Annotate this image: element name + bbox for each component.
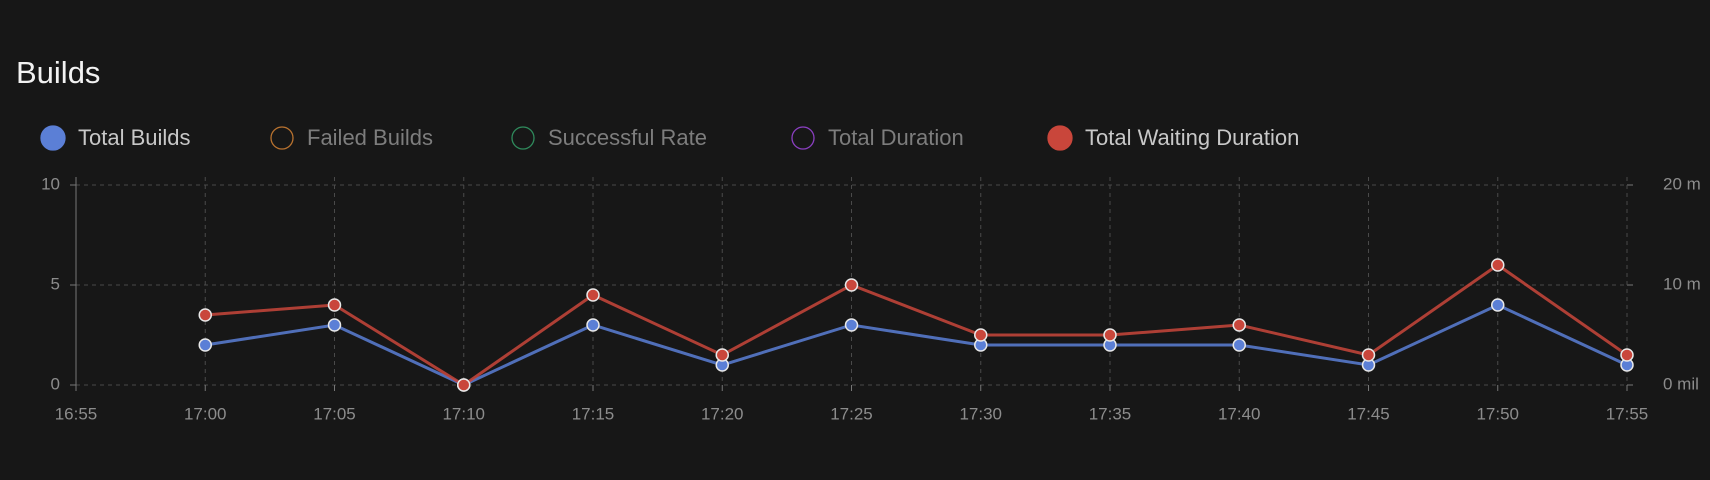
- legend-marker[interactable]: [40, 125, 66, 151]
- legend-marker[interactable]: [1047, 125, 1073, 151]
- data-point: [1361, 348, 1376, 362]
- data-point: [327, 318, 342, 332]
- legend-label[interactable]: Total Builds: [78, 125, 191, 150]
- data-point: [198, 338, 212, 352]
- legend-marker[interactable]: [791, 126, 815, 150]
- x-tick-label: 17:55: [1606, 404, 1649, 423]
- y-tick-label: 0: [51, 374, 60, 393]
- chart-title: Builds: [16, 55, 100, 90]
- x-tick-label: 17:15: [572, 404, 615, 423]
- y-tick-label: 10: [41, 174, 60, 193]
- legend-label[interactable]: Total Duration: [828, 125, 964, 150]
- legend-label[interactable]: Successful Rate: [548, 125, 707, 150]
- legend-label[interactable]: Total Waiting Duration: [1085, 125, 1299, 150]
- y-tick-label: 5: [51, 274, 60, 293]
- y2-tick-label: 20 m: [1663, 174, 1701, 193]
- data-point: [844, 318, 859, 332]
- x-tick-label: 17:40: [1218, 404, 1261, 423]
- data-point: [1491, 298, 1505, 312]
- x-tick-label: 17:10: [442, 404, 485, 423]
- series-line: [205, 263, 1628, 387]
- data-point: [327, 298, 342, 312]
- data-point: [844, 278, 859, 292]
- x-tick-label: 17:25: [830, 404, 873, 423]
- x-tick-label: 17:20: [701, 404, 744, 423]
- data-point: [1491, 258, 1505, 272]
- data-point: [586, 318, 600, 332]
- data-point: [1620, 348, 1634, 362]
- x-tick-label: 17:30: [959, 404, 1002, 423]
- x-tick-label: 17:45: [1347, 404, 1390, 423]
- series-line: [205, 303, 1628, 387]
- y2-tick-label: 10 m: [1663, 274, 1701, 293]
- data-point: [1232, 338, 1246, 352]
- data-point: [457, 378, 471, 392]
- data-point: [1103, 328, 1117, 342]
- x-tick-label: 17:00: [184, 404, 227, 423]
- data-point: [198, 308, 212, 322]
- data-point: [974, 328, 988, 342]
- x-tick-label: 16:55: [55, 404, 98, 423]
- legend-marker[interactable]: [511, 126, 535, 150]
- x-tick-label: 17:35: [1089, 404, 1132, 423]
- data-point: [586, 288, 600, 302]
- legend-marker[interactable]: [270, 126, 294, 150]
- x-tick-label: 17:05: [313, 404, 356, 423]
- data-point: [715, 348, 729, 362]
- y2-tick-label: 0 mil: [1663, 374, 1699, 393]
- x-tick-label: 17:50: [1476, 404, 1519, 423]
- data-point: [1232, 318, 1246, 332]
- legend-label[interactable]: Failed Builds: [307, 125, 433, 150]
